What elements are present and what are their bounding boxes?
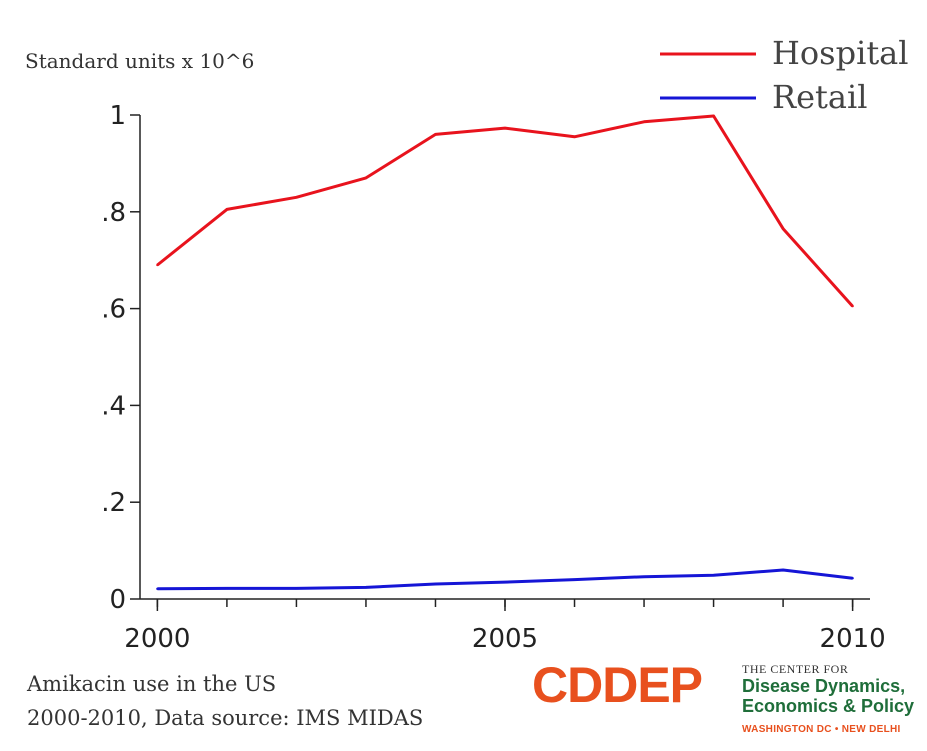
series-line-retail	[157, 568, 853, 591]
series-layer	[156, 114, 854, 591]
data-point-hospital	[156, 263, 159, 267]
x-tick-label: 2000	[124, 624, 190, 654]
y-axis-label: Standard units x 10^6	[25, 49, 254, 73]
data-point-retail	[642, 575, 646, 578]
data-point-hospital	[503, 126, 507, 130]
y-tick-label: .2	[101, 488, 126, 518]
data-point-hospital	[295, 196, 298, 199]
legend: Hospital Retail	[660, 34, 908, 116]
data-point-hospital	[364, 176, 368, 180]
y-tick-label: .4	[101, 391, 126, 421]
logo-tagline-small: THE CENTER FOR	[742, 662, 849, 676]
x-tick-label: 2010	[820, 624, 886, 654]
data-point-hospital	[573, 135, 576, 138]
data-point-hospital	[781, 227, 785, 230]
data-point-hospital	[642, 120, 646, 123]
data-point-retail	[364, 586, 368, 589]
logo-mark: CDDEP	[532, 657, 703, 713]
data-point-hospital	[225, 208, 229, 211]
data-point-retail	[503, 580, 507, 584]
data-point-hospital	[851, 304, 854, 308]
data-point-retail	[781, 568, 785, 572]
y-tick-label: 0	[109, 585, 126, 615]
y-tick-label: 1	[109, 101, 126, 131]
logo-location: WASHINGTON DC • NEW DELHI	[742, 724, 901, 735]
data-point-hospital	[712, 114, 715, 118]
y-ticks: 0 .2 .4 .6 .8 1	[101, 101, 140, 615]
caption-title: Amikacin use in the US	[27, 672, 277, 696]
data-point-retail	[573, 578, 576, 581]
legend-label-retail: Retail	[772, 78, 867, 116]
data-point-retail	[295, 587, 298, 590]
caption-source: 2000-2010, Data source: IMS MIDAS	[27, 706, 424, 730]
data-point-retail	[851, 576, 854, 580]
logo-tagline-line2: Economics & Policy	[742, 696, 915, 716]
data-point-hospital	[434, 133, 437, 136]
x-ticks: 2000 2005 2010	[124, 599, 886, 654]
y-tick-label: .8	[101, 198, 126, 228]
cddep-logo: CDDEP THE CENTER FOR Disease Dynamics, E…	[532, 656, 915, 740]
logo-tagline-line1: Disease Dynamics,	[742, 676, 906, 696]
data-point-retail	[434, 582, 437, 586]
data-point-retail	[156, 587, 159, 591]
series-line-hospital	[156, 114, 854, 308]
legend-label-hospital: Hospital	[772, 34, 908, 72]
data-point-retail	[225, 587, 229, 590]
y-tick-label: .6	[101, 295, 126, 325]
data-point-retail	[712, 574, 715, 577]
x-tick-label: 2005	[472, 624, 538, 654]
